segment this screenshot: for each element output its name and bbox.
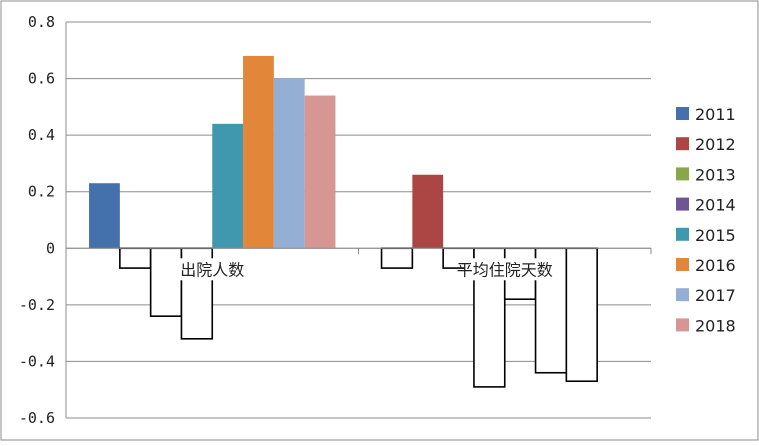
- category-label: 出院人数: [180, 260, 244, 279]
- legend-label-2018: 2018: [695, 316, 736, 335]
- legend-label-2013: 2013: [695, 165, 736, 184]
- legend-label-2012: 2012: [695, 135, 736, 154]
- bar-2015-1: [212, 123, 244, 249]
- axes: [65, 22, 652, 418]
- legend-label-2017: 2017: [695, 286, 736, 305]
- category-label-backdrop: [172, 258, 253, 281]
- bar-2012-1: [119, 247, 152, 269]
- legend-swatch-2011: [676, 107, 689, 120]
- legend-swatch-2012: [676, 137, 689, 151]
- legend-swatch-2017: [676, 288, 689, 302]
- legend-label-2015: 2015: [695, 226, 736, 245]
- bar-2011-2: [380, 247, 414, 269]
- legend-label-2011: 2011: [695, 105, 736, 124]
- legend-swatch-2014: [676, 197, 689, 211]
- legend-label-2014: 2014: [695, 196, 736, 215]
- y-tick-label: 0.6: [28, 70, 55, 88]
- y-tick-label: 0.2: [28, 183, 55, 201]
- bar-2017-2: [565, 247, 598, 383]
- bar-2011-1: [89, 183, 120, 249]
- category-label: 平均住院天数: [457, 260, 553, 279]
- y-tick-label: 0.4: [28, 126, 55, 144]
- y-tick-label: -0.4: [19, 352, 55, 370]
- legend-swatch-2018: [676, 318, 689, 332]
- bar-2012-2: [412, 174, 444, 249]
- legend-swatch-2015: [676, 227, 689, 241]
- y-tick-label: -0.6: [19, 409, 55, 427]
- category-label-backdrop: [464, 258, 545, 281]
- category-labels: 出院人数 平均住院天数: [172, 258, 553, 281]
- legend-swatch-2016: [676, 258, 689, 271]
- bar-2017-1: [273, 78, 305, 249]
- legend: 2011 2012 2013 2014 2015 2016 2017 2018: [676, 105, 736, 335]
- legend-swatch-2013: [676, 167, 689, 181]
- y-tick-label: 0: [46, 239, 55, 257]
- legend-label-2016: 2016: [695, 256, 736, 275]
- bar-2016-1: [243, 55, 274, 249]
- y-tick-label: -0.2: [19, 296, 55, 314]
- y-axis-tick-labels: 0.8 0.6 0.4 0.2 0 -0.2 -0.4 -0.6: [19, 13, 55, 427]
- bar-2018-1: [304, 95, 336, 249]
- y-tick-label: 0.8: [28, 13, 55, 31]
